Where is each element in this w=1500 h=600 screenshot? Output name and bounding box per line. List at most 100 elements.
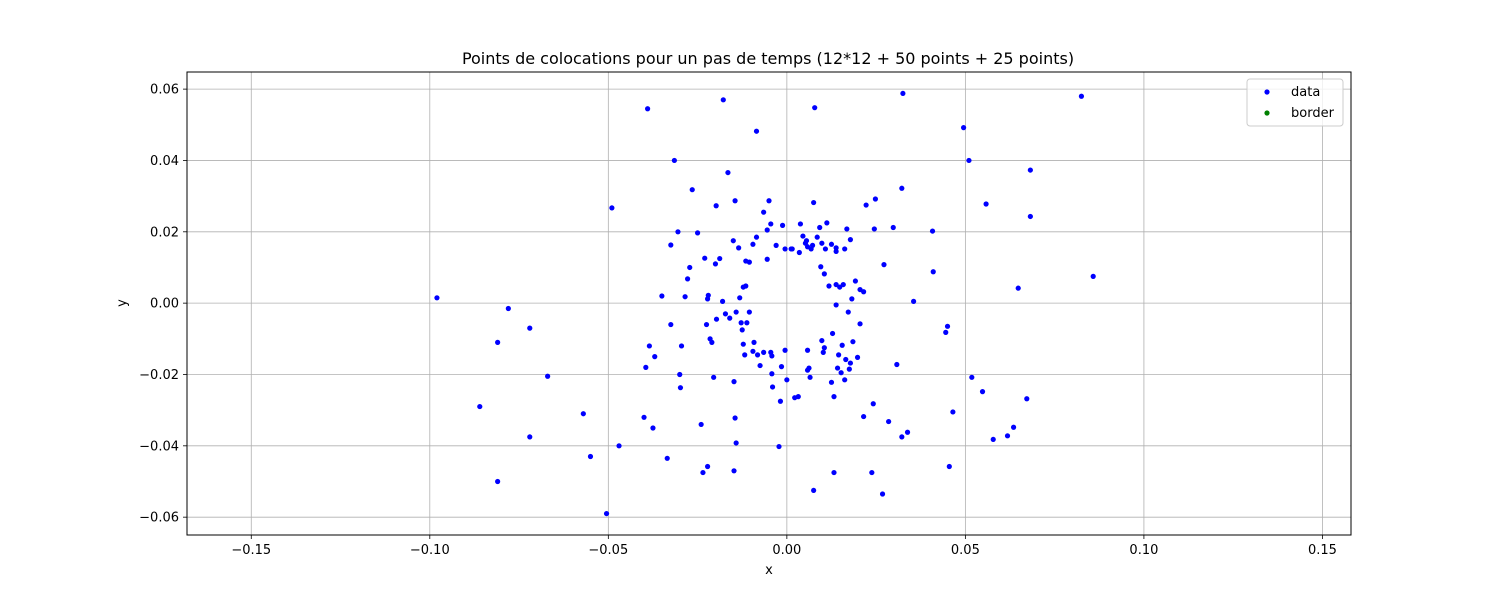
data-point: [711, 374, 717, 380]
data-point: [969, 374, 975, 380]
data-point: [1027, 213, 1033, 220]
data-point: [750, 348, 756, 354]
data-point: [738, 320, 744, 326]
x-tick-label: −0.05: [588, 543, 628, 558]
data-point: [828, 241, 835, 247]
data-point: [782, 246, 788, 252]
data-point: [643, 364, 649, 370]
data-point: [869, 469, 875, 476]
data-point: [960, 125, 967, 131]
data-point: [704, 463, 711, 470]
data-point: [616, 443, 622, 449]
x-tick-label: 0.00: [772, 543, 801, 558]
legend-marker-border: [1264, 110, 1270, 116]
data-point: [761, 209, 767, 215]
data-point: [773, 242, 779, 248]
y-tick-label: −0.04: [139, 439, 179, 454]
data-point: [678, 343, 685, 349]
data-point: [733, 309, 739, 315]
data-point: [740, 341, 746, 347]
data-point: [580, 411, 586, 417]
data-point: [495, 478, 501, 485]
data-point: [1004, 433, 1011, 439]
data-point: [861, 289, 867, 295]
data-point: [966, 157, 972, 164]
data-point: [603, 510, 610, 517]
data-point: [702, 255, 708, 261]
data-point: [527, 434, 533, 440]
y-tick-label: 0.00: [150, 297, 179, 312]
data-point: [1078, 93, 1085, 99]
legend: data border: [1246, 78, 1344, 127]
data-point: [709, 339, 715, 345]
data-point: [687, 264, 693, 271]
data-point: [434, 295, 440, 301]
data-point: [746, 259, 752, 265]
data-point: [677, 385, 684, 391]
data-point: [682, 294, 688, 300]
data-point: [831, 469, 837, 476]
legend-marker-data: [1264, 89, 1270, 95]
data-point: [795, 393, 801, 400]
data-points: [434, 90, 1096, 517]
data-point: [819, 337, 825, 344]
data-point: [811, 199, 817, 206]
data-point: [694, 230, 701, 236]
data-point: [886, 418, 892, 425]
data-point: [904, 429, 911, 435]
data-point: [717, 255, 723, 262]
data-point: [863, 202, 869, 208]
data-point: [850, 339, 856, 345]
data-point: [505, 305, 511, 312]
data-point: [899, 434, 905, 440]
data-point: [854, 354, 861, 360]
data-point: [753, 234, 760, 240]
data-point: [732, 198, 738, 204]
data-point: [842, 377, 848, 383]
data-point: [839, 342, 845, 348]
x-tick-label: 0.10: [1129, 543, 1158, 558]
data-point: [849, 296, 855, 302]
data-point: [742, 352, 748, 358]
data-point: [730, 238, 736, 244]
axis-ticks: −0.15 −0.10 −0.05 0.00 0.05 0.10 0.15 −0.06 −0.0…: [139, 83, 1337, 558]
x-tick-label: 0.05: [951, 543, 980, 558]
data-point: [821, 345, 827, 351]
data-point: [779, 222, 786, 228]
data-point: [750, 241, 756, 247]
data-point: [746, 309, 752, 315]
data-point: [831, 393, 837, 400]
data-point: [946, 463, 952, 470]
x-tick-label: 0.15: [1308, 543, 1337, 558]
data-point: [943, 329, 949, 335]
data-point: [712, 261, 719, 267]
data-point: [646, 343, 652, 349]
data-point: [879, 491, 886, 497]
data-point: [720, 97, 726, 103]
data-point: [824, 220, 830, 226]
data-point: [727, 315, 733, 321]
data-point: [929, 228, 936, 234]
data-point: [725, 169, 731, 176]
data-point: [872, 196, 879, 202]
data-point: [766, 198, 772, 204]
data-point: [789, 246, 795, 252]
data-point: [700, 469, 706, 476]
data-point: [739, 327, 745, 333]
data-point: [713, 316, 720, 322]
data-point: [990, 436, 996, 443]
data-point: [894, 361, 900, 368]
data-point: [545, 373, 551, 379]
data-point: [871, 226, 877, 232]
data-point: [684, 276, 691, 282]
data-point: [847, 360, 854, 366]
y-tick-label: 0.06: [150, 83, 179, 98]
data-point: [833, 248, 839, 255]
data-point: [587, 453, 594, 460]
data-point: [769, 353, 775, 359]
data-point: [689, 187, 695, 193]
data-point: [803, 238, 810, 244]
data-point: [1027, 167, 1033, 173]
data-point: [930, 269, 936, 275]
